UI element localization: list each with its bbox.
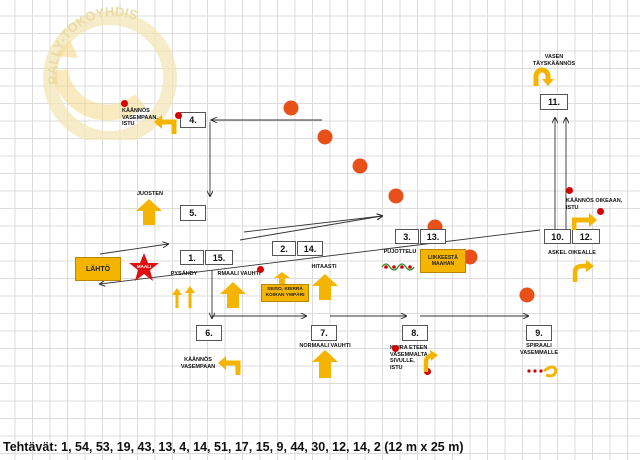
task-list-footer: Tehtävät: 1, 54, 53, 19, 43, 13, 4, 14, … — [3, 440, 464, 454]
station-8: 8. — [402, 325, 428, 341]
weave-icon — [381, 263, 415, 271]
station-9: 9. — [526, 325, 552, 341]
normal-pace-arrow-icon — [312, 350, 338, 378]
station-3: 3. — [395, 229, 419, 244]
rally-logo: RALLY-TOKOYHDIS — [43, 4, 177, 140]
station-5: 5. — [180, 205, 206, 221]
station-14: 14. — [297, 241, 323, 256]
cone — [519, 287, 535, 303]
fast-pace-arrow-icon — [220, 282, 246, 308]
sign-seiso-kierra: SEISO, KIERRÄ KOIRAN YMPÄRI — [261, 284, 309, 302]
cone — [388, 188, 404, 204]
finish-label: MAALI — [136, 264, 152, 269]
label-kaannos-vasempaan-istu: KÄÄNNÖS VASEMPAAN, ISTU — [122, 108, 158, 127]
red-dot — [121, 100, 128, 107]
station-2: 2. — [272, 241, 296, 256]
label-pujottelu: PUJOTTELU — [383, 249, 417, 255]
label-normaali-vauhti: NORMAALI VAUHTI — [299, 343, 351, 349]
station-11: 11. — [540, 94, 568, 110]
station-7: 7. — [311, 325, 337, 341]
label-spiraali: SPIRAALI VASEMMALLE — [519, 343, 559, 356]
step-right-icon — [572, 260, 594, 282]
station-13: 13. — [420, 229, 446, 244]
station-6: 6. — [196, 325, 222, 341]
label-pysahdy: PYSÄHDY — [170, 271, 198, 277]
finish-star-icon — [129, 253, 159, 281]
front-left-sit-icon — [423, 350, 438, 372]
spiral-left-icon — [527, 365, 558, 378]
label-rmaali-vauhti: RMAALI VAUHTI — [217, 271, 261, 277]
label-vasen-tayskaannos: VASEN TÄYSKÄÄNNÖS — [532, 54, 576, 67]
red-dot — [257, 266, 264, 273]
turn-left-icon — [154, 115, 177, 134]
station-10: 10. — [544, 229, 571, 244]
forward-arrow-icon — [136, 199, 162, 225]
station-12: 12. — [572, 229, 600, 244]
cone — [317, 129, 333, 145]
turn-left-icon-2 — [218, 356, 241, 375]
label-askel-oikealle: ASKEL OIKEALLE — [548, 250, 596, 256]
station-1: 1. — [180, 250, 204, 265]
cone — [352, 158, 368, 174]
sign-liikkeesta-maahan: LIIKKEESTÄ MAAHAN — [420, 249, 466, 273]
circle-dog-icon — [274, 272, 290, 284]
slow-pace-arrow-icon — [312, 274, 338, 300]
red-dot — [175, 112, 182, 119]
turn-right-icon — [572, 213, 597, 230]
label-hitaasti: HITAASTI — [311, 264, 337, 270]
red-dot — [597, 208, 604, 215]
label-kaannos-oikeaan-istu: KÄÄNNÖS OIKEAAN, ISTU — [566, 198, 623, 211]
cone — [462, 249, 478, 265]
cones — [283, 100, 535, 303]
station-4: 4. — [180, 112, 206, 128]
red-dot — [392, 345, 399, 352]
u-turn-left-icon — [533, 67, 554, 86]
start-sign: LÄHTÖ — [75, 257, 121, 281]
station-15: 15. — [205, 250, 233, 265]
stop-arrows-icon — [172, 286, 195, 308]
label-kaannos-vasempaan: KÄÄNNÖS VASEMPAAN — [180, 357, 216, 370]
label-juosten: JUOSTEN — [137, 191, 163, 197]
cone — [283, 100, 299, 116]
red-dot — [566, 187, 573, 194]
